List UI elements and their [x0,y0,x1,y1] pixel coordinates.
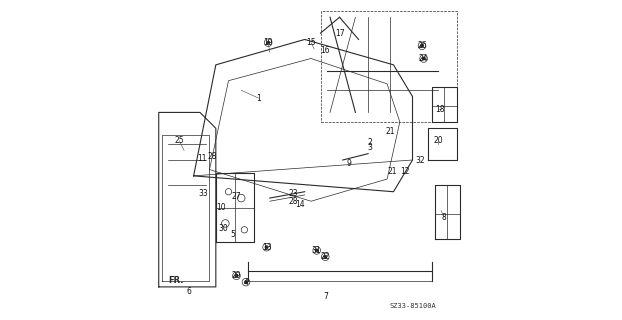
Text: 31: 31 [312,246,322,255]
Text: 6: 6 [187,287,192,296]
Text: 10: 10 [216,203,225,212]
Text: 11: 11 [197,154,207,163]
Text: SZ33-85100A: SZ33-85100A [389,303,436,309]
Text: 32: 32 [415,156,425,164]
Text: 22: 22 [320,252,330,261]
Circle shape [267,41,270,44]
Circle shape [420,44,424,47]
Text: FR.: FR. [168,276,183,285]
Text: 8: 8 [442,212,447,222]
Circle shape [323,255,327,258]
Text: 15: 15 [306,38,316,47]
Text: 7: 7 [323,292,328,301]
Circle shape [422,57,425,60]
Text: 28: 28 [208,152,218,161]
Text: 14: 14 [295,200,305,209]
Text: 13: 13 [262,243,271,252]
Circle shape [265,246,268,249]
Text: 24: 24 [419,54,429,63]
Text: 30: 30 [219,224,229,233]
Text: 20: 20 [433,136,443,146]
Circle shape [244,281,248,284]
Text: 28: 28 [289,197,299,206]
Text: 18: 18 [435,105,444,114]
Circle shape [315,249,318,252]
Text: 29: 29 [231,271,241,280]
Text: 5: 5 [231,230,236,239]
Text: 21: 21 [386,127,395,136]
Text: 16: 16 [320,46,330,55]
Text: 33: 33 [198,189,208,198]
Text: 19: 19 [263,38,273,47]
Text: 17: 17 [335,28,345,38]
Text: 12: 12 [400,167,409,176]
Text: 21: 21 [387,167,397,176]
Circle shape [235,274,238,277]
Text: 25: 25 [175,136,184,146]
Text: 27: 27 [231,192,241,201]
Text: 23: 23 [289,189,299,198]
Text: 1: 1 [256,94,261,103]
Text: 9: 9 [346,159,351,168]
Text: 4: 4 [244,278,248,287]
Text: 2: 2 [368,138,372,147]
Text: 26: 26 [417,41,427,50]
Text: 3: 3 [367,143,372,152]
